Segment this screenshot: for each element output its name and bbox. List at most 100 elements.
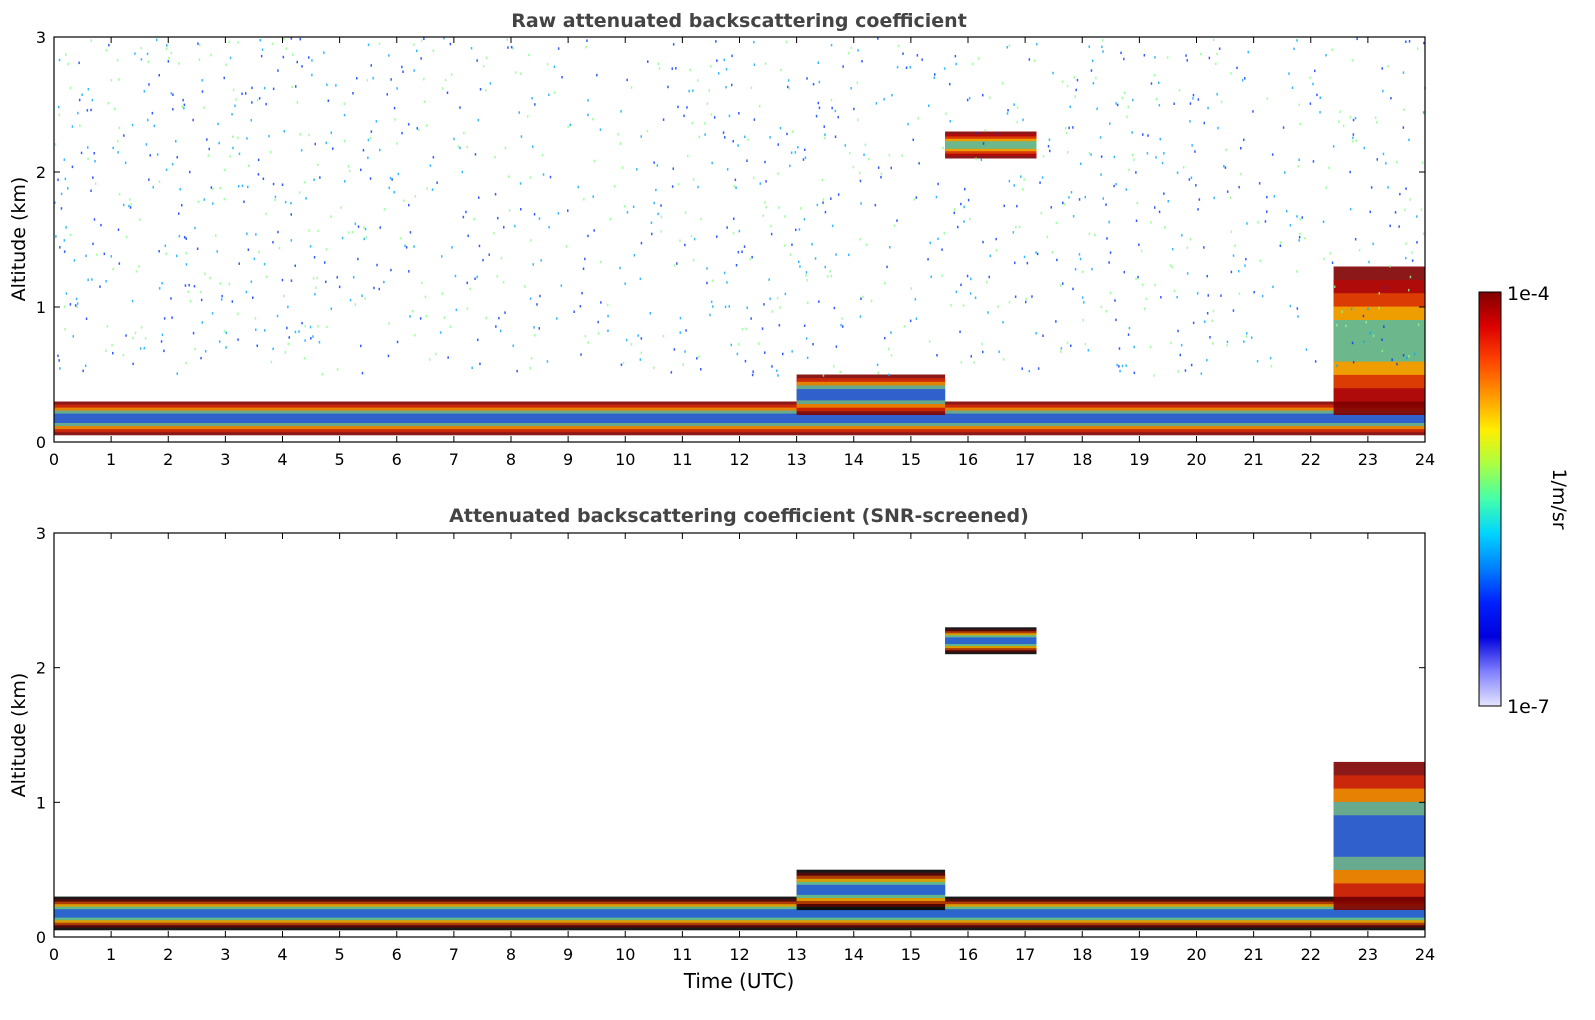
noise-speck — [532, 263, 534, 266]
noise-speck — [1108, 220, 1110, 224]
noise-speck — [1204, 320, 1206, 323]
noise-speck — [1115, 183, 1117, 186]
noise-speck — [893, 224, 896, 227]
noise-speck — [1037, 367, 1040, 370]
noise-speck — [617, 133, 619, 136]
noise-speck — [710, 300, 713, 304]
noise-speck — [784, 215, 786, 218]
noise-speck — [1133, 371, 1136, 375]
noise-speck — [804, 156, 807, 159]
noise-speck — [185, 252, 187, 255]
noise-speck — [1021, 367, 1023, 370]
noise-speck — [1161, 161, 1164, 165]
noise-speck — [807, 301, 809, 305]
noise-speck — [238, 152, 241, 156]
noise-speck — [697, 79, 699, 82]
noise-speck — [254, 317, 257, 320]
noise-speck — [633, 254, 636, 257]
noise-speck — [1382, 152, 1385, 156]
noise-speck — [1154, 56, 1156, 59]
noise-speck — [1088, 151, 1091, 155]
noise-speck — [81, 93, 83, 96]
noise-speck — [1409, 275, 1412, 279]
noise-speck — [153, 124, 155, 128]
noise-speck — [87, 88, 90, 91]
noise-speck — [723, 58, 725, 62]
heatmap-layer-elevated-layer — [796, 374, 946, 415]
noise-speck — [271, 42, 274, 45]
noise-speck — [1323, 257, 1325, 261]
noise-speck — [737, 342, 740, 346]
noise-speck — [165, 168, 168, 171]
noise-speck — [538, 217, 541, 220]
noise-speck — [1336, 364, 1338, 367]
noise-speck — [704, 122, 706, 125]
noise-speck — [75, 297, 78, 301]
noise-speck — [903, 325, 906, 328]
noise-speck — [413, 43, 415, 46]
noise-speck — [1256, 360, 1259, 363]
noise-speck — [587, 234, 589, 238]
noise-speck — [718, 72, 720, 75]
noise-speck — [1289, 224, 1292, 227]
noise-speck — [997, 305, 999, 308]
noise-speck — [510, 45, 513, 49]
noise-speck — [296, 101, 298, 104]
noise-speck — [100, 223, 102, 227]
noise-speck — [185, 361, 187, 365]
noise-speck — [1314, 69, 1316, 73]
noise-speck — [1051, 251, 1054, 254]
noise-speck — [876, 363, 879, 367]
noise-speck — [650, 221, 653, 224]
noise-speck — [909, 319, 912, 323]
noise-speck — [853, 107, 855, 111]
noise-speck — [367, 43, 370, 46]
noise-speck — [496, 275, 498, 278]
noise-speck — [125, 235, 128, 239]
noise-speck — [1404, 208, 1406, 211]
noise-speck — [1243, 138, 1245, 142]
noise-speck — [299, 133, 301, 136]
noise-speck — [1226, 343, 1228, 347]
noise-speck — [842, 65, 844, 68]
noise-speck — [988, 275, 990, 279]
noise-speck — [146, 52, 149, 56]
noise-speck — [831, 106, 833, 110]
noise-speck — [780, 68, 782, 72]
noise-speck — [765, 180, 767, 183]
noise-speck — [890, 166, 892, 170]
noise-speck — [207, 154, 210, 157]
noise-speck — [467, 234, 469, 238]
panel2-y-axis: 0 1 2 3 — [36, 524, 1425, 947]
noise-speck — [67, 62, 69, 66]
noise-speck — [1080, 162, 1082, 165]
noise-speck — [1170, 341, 1172, 345]
noise-speck — [916, 54, 919, 57]
noise-speck — [469, 287, 471, 291]
noise-speck — [1207, 106, 1209, 110]
noise-speck — [1411, 251, 1413, 254]
noise-speck — [1070, 344, 1072, 347]
noise-speck — [1022, 188, 1024, 191]
noise-speck — [1206, 312, 1209, 315]
noise-speck — [1331, 48, 1333, 51]
noise-speck — [147, 60, 150, 64]
noise-speck — [1127, 105, 1129, 109]
noise-speck — [1066, 341, 1069, 345]
noise-speck — [1113, 184, 1115, 188]
noise-speck — [998, 350, 1000, 353]
noise-speck — [1006, 112, 1009, 115]
noise-speck — [787, 79, 790, 82]
noise-speck — [370, 130, 373, 133]
noise-speck — [1055, 320, 1057, 323]
noise-speck — [779, 306, 781, 309]
noise-speck — [1049, 149, 1051, 153]
noise-speck — [1105, 203, 1107, 206]
noise-speck — [744, 135, 746, 139]
noise-speck — [784, 292, 787, 296]
noise-speck — [936, 354, 938, 357]
noise-speck — [1092, 82, 1095, 85]
noise-speck — [1184, 369, 1187, 372]
noise-speck — [401, 131, 403, 135]
noise-speck — [1351, 341, 1354, 345]
